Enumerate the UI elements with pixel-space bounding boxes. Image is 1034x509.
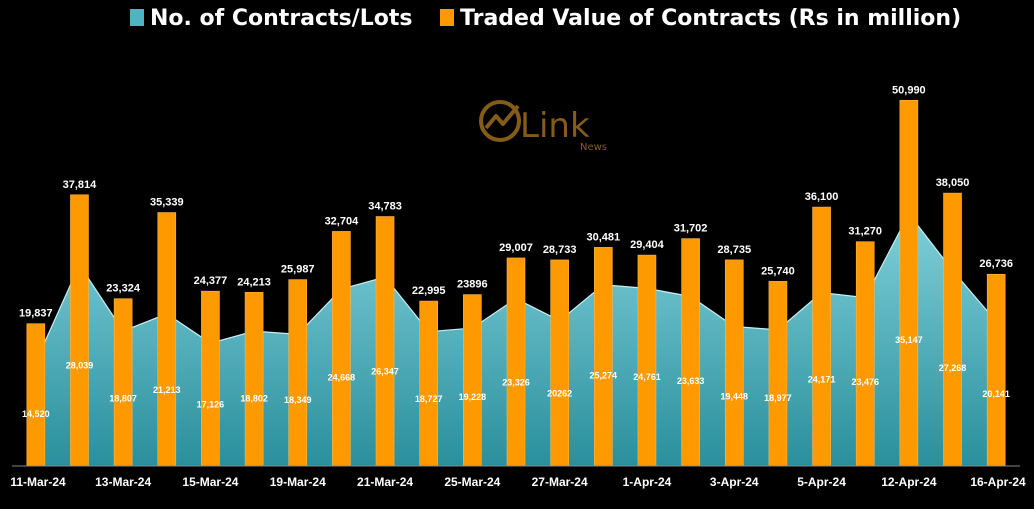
contracts-label: 27,268 <box>939 363 967 373</box>
value-bar-label: 26,736 <box>979 258 1013 270</box>
x-tick-label: 5-Apr-24 <box>797 475 846 489</box>
value-bar <box>70 194 89 467</box>
value-bar-label: 19,837 <box>19 308 53 320</box>
contracts-label: 35,147 <box>895 335 923 345</box>
contracts-label: 21,213 <box>153 385 181 395</box>
link-news-logo: Link News <box>479 100 607 153</box>
x-tick-label: 1-Apr-24 <box>623 475 672 489</box>
value-bar <box>943 192 962 467</box>
value-bar-label: 29,007 <box>499 242 533 254</box>
value-bar-label: 31,702 <box>674 223 708 235</box>
value-bar <box>506 257 526 467</box>
contracts-label: 18,349 <box>284 395 312 405</box>
value-bar-label: 34,783 <box>368 201 402 213</box>
value-bar-label: 30,481 <box>586 231 620 243</box>
value-bar-label: 29,404 <box>630 239 665 251</box>
value-bar <box>26 323 46 467</box>
x-tick-label: 27-Mar-24 <box>532 475 588 489</box>
contracts-label: 19,448 <box>720 391 748 401</box>
value-bar-label: 32,704 <box>325 215 360 227</box>
logo-text: Link <box>520 106 590 146</box>
value-bar-label: 25,987 <box>281 264 315 276</box>
value-bar <box>113 298 133 467</box>
value-bar <box>768 281 788 467</box>
x-tick-label: 3-Apr-24 <box>710 475 759 489</box>
contracts-label: 17,126 <box>197 400 225 410</box>
value-bar-label: 24,213 <box>237 276 271 288</box>
value-bar-label: 25,740 <box>761 265 795 277</box>
x-axis-ticks: 11-Mar-24 13-Mar-24 15-Mar-24 19-Mar-24 21-M… <box>10 475 1026 489</box>
value-bar-label: 28,735 <box>717 244 751 256</box>
value-bar <box>201 290 220 467</box>
contracts-label: 24,171 <box>808 374 836 384</box>
value-bar-label: 35,339 <box>150 197 184 209</box>
value-bar <box>812 206 831 467</box>
value-bar <box>332 231 351 467</box>
x-tick-label: 16-Apr-24 <box>970 475 1026 489</box>
x-tick-label: 13-Mar-24 <box>95 475 151 489</box>
value-bar-label: 37,814 <box>63 179 98 191</box>
value-bar <box>899 99 919 467</box>
value-bar-label: 31,270 <box>848 226 882 238</box>
contracts-label: 19,228 <box>459 392 487 402</box>
value-bar <box>157 212 177 467</box>
contracts-label: 20,141 <box>982 389 1010 399</box>
value-bar-label: 50,990 <box>892 84 926 96</box>
contracts-label: 28,039 <box>66 360 94 370</box>
value-bar <box>550 259 569 467</box>
value-bar-label: 36,100 <box>805 191 839 203</box>
contracts-label: 14,520 <box>22 409 50 419</box>
contracts-label: 18,802 <box>240 394 268 404</box>
contracts-label: 25,274 <box>590 370 618 380</box>
legend-swatch-contracts <box>130 9 144 26</box>
value-bar-label: 23896 <box>457 279 488 291</box>
value-bar <box>244 292 264 467</box>
value-bar <box>855 241 875 467</box>
value-bar <box>637 254 657 467</box>
legend-label-value: Traded Value of Contracts (Rs in million… <box>460 6 961 31</box>
contracts-label: 26,347 <box>371 367 399 377</box>
value-bar-label: 28,733 <box>543 244 577 256</box>
contracts-label: 18,727 <box>415 394 443 404</box>
x-tick-label: 21-Mar-24 <box>357 475 413 489</box>
x-tick-label: 25-Mar-24 <box>444 475 500 489</box>
x-tick-label: 19-Mar-24 <box>270 475 326 489</box>
contracts-label: 24,761 <box>633 372 661 382</box>
contracts-label: 23,326 <box>502 377 530 387</box>
value-bar-label: 38,050 <box>936 177 970 189</box>
legend: No. of Contracts/Lots Traded Value of Co… <box>130 6 961 31</box>
contracts-label: 18,977 <box>764 393 792 403</box>
legend-swatch-value <box>440 9 454 26</box>
value-bar <box>594 247 613 467</box>
contracts-label: 23,476 <box>851 377 879 387</box>
value-bar-label: 24,377 <box>194 275 228 287</box>
value-bar <box>986 273 1006 467</box>
x-tick-label: 12-Apr-24 <box>881 475 937 489</box>
plot-area: 19,837 37,814 23,324 35,339 24,377 24,213 25,9… <box>19 84 1013 467</box>
x-tick-label: 11-Mar-24 <box>10 475 66 489</box>
value-bar-label: 22,995 <box>412 285 446 297</box>
x-tick-label: 15-Mar-24 <box>182 475 238 489</box>
logo-subtext: News <box>580 142 607 153</box>
value-bar-label: 23,324 <box>106 283 141 295</box>
legend-label-contracts: No. of Contracts/Lots <box>150 6 412 31</box>
value-bar <box>681 238 700 467</box>
value-bar <box>375 216 395 467</box>
value-bar <box>724 259 744 467</box>
value-bar <box>288 279 308 467</box>
contracts-label: 20262 <box>547 388 572 398</box>
contracts-label: 24,668 <box>328 373 356 383</box>
contracts-label: 23,633 <box>677 376 705 386</box>
value-bar <box>463 294 482 467</box>
value-bar <box>419 300 438 467</box>
contracts-label: 18,807 <box>109 394 137 404</box>
